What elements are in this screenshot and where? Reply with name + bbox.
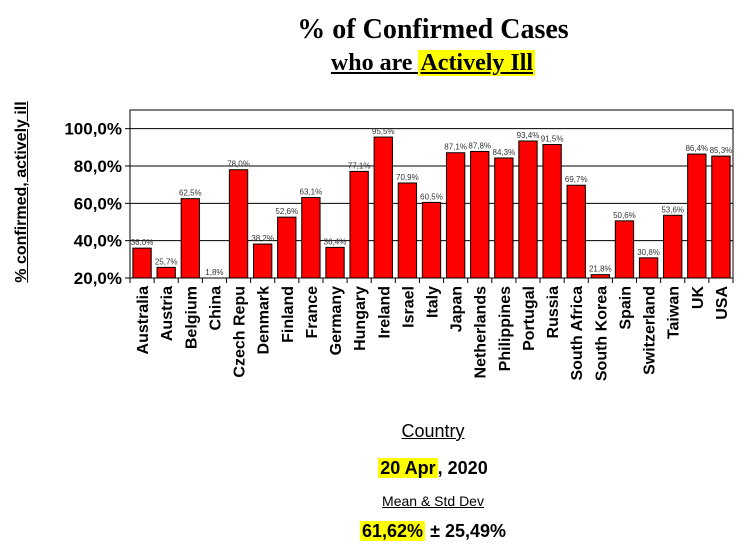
bar-value-label: 53,6% xyxy=(661,205,684,214)
bar xyxy=(277,216,297,279)
bar-value-label: 70,9% xyxy=(396,173,419,182)
bar xyxy=(325,246,345,279)
stat-label: Mean & Std Dev xyxy=(382,493,484,509)
bar xyxy=(518,140,538,279)
x-category-label: Finland xyxy=(280,286,297,343)
x-category-label: Japan xyxy=(449,286,466,332)
x-category-label: Portugal xyxy=(521,286,538,351)
bar xyxy=(663,214,683,279)
bar-value-label: 38,2% xyxy=(251,234,274,243)
bar xyxy=(614,220,635,279)
bar xyxy=(590,274,611,279)
x-category-label: Australia xyxy=(135,286,152,355)
bar xyxy=(638,257,659,279)
bar-value-label: 87,8% xyxy=(468,141,491,150)
bar-value-label: 63,1% xyxy=(300,188,323,197)
x-category-label: South Africa xyxy=(569,286,586,381)
bar-value-label: 69,7% xyxy=(565,175,588,184)
x-category-label: Austria xyxy=(159,286,176,341)
bar xyxy=(156,266,176,279)
bar-value-label: 85,3% xyxy=(710,146,733,155)
bar-value-label: 60,5% xyxy=(420,192,443,201)
bar-value-label: 36,0% xyxy=(131,238,154,247)
date-label: 20 Apr, 2020 xyxy=(0,458,746,479)
y-tick-label: 20,0% xyxy=(74,269,122,288)
bar xyxy=(470,150,490,279)
x-category-label: South Korea xyxy=(593,286,610,381)
bar-value-label: 52,6% xyxy=(275,207,298,216)
x-category-label: Switzerland xyxy=(642,286,659,375)
x-category-label: Hungary xyxy=(352,286,369,351)
x-category-label: Israel xyxy=(400,286,417,328)
x-category-label: Czech Repu xyxy=(232,286,249,378)
y-tick-label: 80,0% xyxy=(74,157,122,176)
x-category-label: China xyxy=(207,286,224,331)
bar xyxy=(542,144,562,279)
bar-value-label: 30,8% xyxy=(637,248,660,257)
bar xyxy=(228,169,249,279)
bar-value-label: 25,7% xyxy=(155,257,178,266)
bar xyxy=(494,157,514,279)
chart-title: % of Confirmed Cases xyxy=(297,14,569,45)
bar xyxy=(397,182,418,279)
bar-value-label: 91,5% xyxy=(541,135,564,144)
bar-value-label: 87,1% xyxy=(444,143,467,152)
bar-value-label: 62,5% xyxy=(179,189,202,198)
x-category-label: Taiwan xyxy=(666,286,683,339)
bar-value-label: 86,4% xyxy=(685,144,708,153)
bar-value-label: 36,4% xyxy=(324,237,347,246)
bar xyxy=(349,170,369,279)
bar-value-label: 21,8% xyxy=(589,265,612,274)
bar xyxy=(421,201,442,279)
bar xyxy=(445,152,466,279)
x-category-label: USA xyxy=(714,286,731,320)
bar xyxy=(373,136,393,279)
subtitle-highlight: Actively Ill xyxy=(418,50,536,76)
x-category-label: Germany xyxy=(328,286,345,355)
bar-value-label: 84,3% xyxy=(493,148,516,157)
bar xyxy=(566,184,586,279)
x-category-label: Spain xyxy=(617,286,634,330)
y-tick-label: 60,0% xyxy=(74,194,122,213)
x-category-label: UK xyxy=(690,286,707,310)
bar-value-label: 93,4% xyxy=(517,131,540,140)
x-category-label: Philippines xyxy=(497,286,514,371)
bar-value-label: 95,5% xyxy=(372,127,395,136)
bar xyxy=(301,197,321,279)
bar-value-label: 1,8% xyxy=(205,268,223,277)
stat-highlight: 61,62% xyxy=(360,521,426,541)
bar-value-label: 77,1% xyxy=(348,161,371,170)
date-rest: , 2020 xyxy=(437,458,488,478)
bar xyxy=(132,247,152,279)
x-category-label: Italy xyxy=(425,286,442,318)
date-highlight: 20 Apr xyxy=(378,458,438,478)
stat-value: 61,62% ± 25,49% xyxy=(0,521,746,542)
y-tick-label: 100,0% xyxy=(64,120,122,139)
stat-rest: ± 25,49% xyxy=(425,521,506,541)
x-category-label: Belgium xyxy=(183,286,200,349)
bar-value-label: 50,6% xyxy=(613,211,636,220)
bar-chart: 20,0% 40,0% 60,0% 80,0% 100,0% 36,0% Australia… xyxy=(64,109,734,381)
y-tick-label: 40,0% xyxy=(74,232,122,251)
x-axis-label: Country xyxy=(401,421,465,441)
x-category-label: Denmark xyxy=(256,286,273,355)
bar xyxy=(180,198,200,279)
chart-subtitle: who are Actively Ill xyxy=(0,50,746,77)
bar-value-label: 78,0% xyxy=(227,160,250,169)
x-category-label: Netherlands xyxy=(473,286,490,379)
x-category-label: France xyxy=(304,286,321,339)
x-category-label: Ireland xyxy=(376,286,393,338)
bar xyxy=(252,243,273,279)
subtitle-prefix: who are xyxy=(330,50,419,76)
bar xyxy=(711,155,731,279)
x-category-label: Russia xyxy=(545,286,562,339)
bar xyxy=(687,153,707,279)
